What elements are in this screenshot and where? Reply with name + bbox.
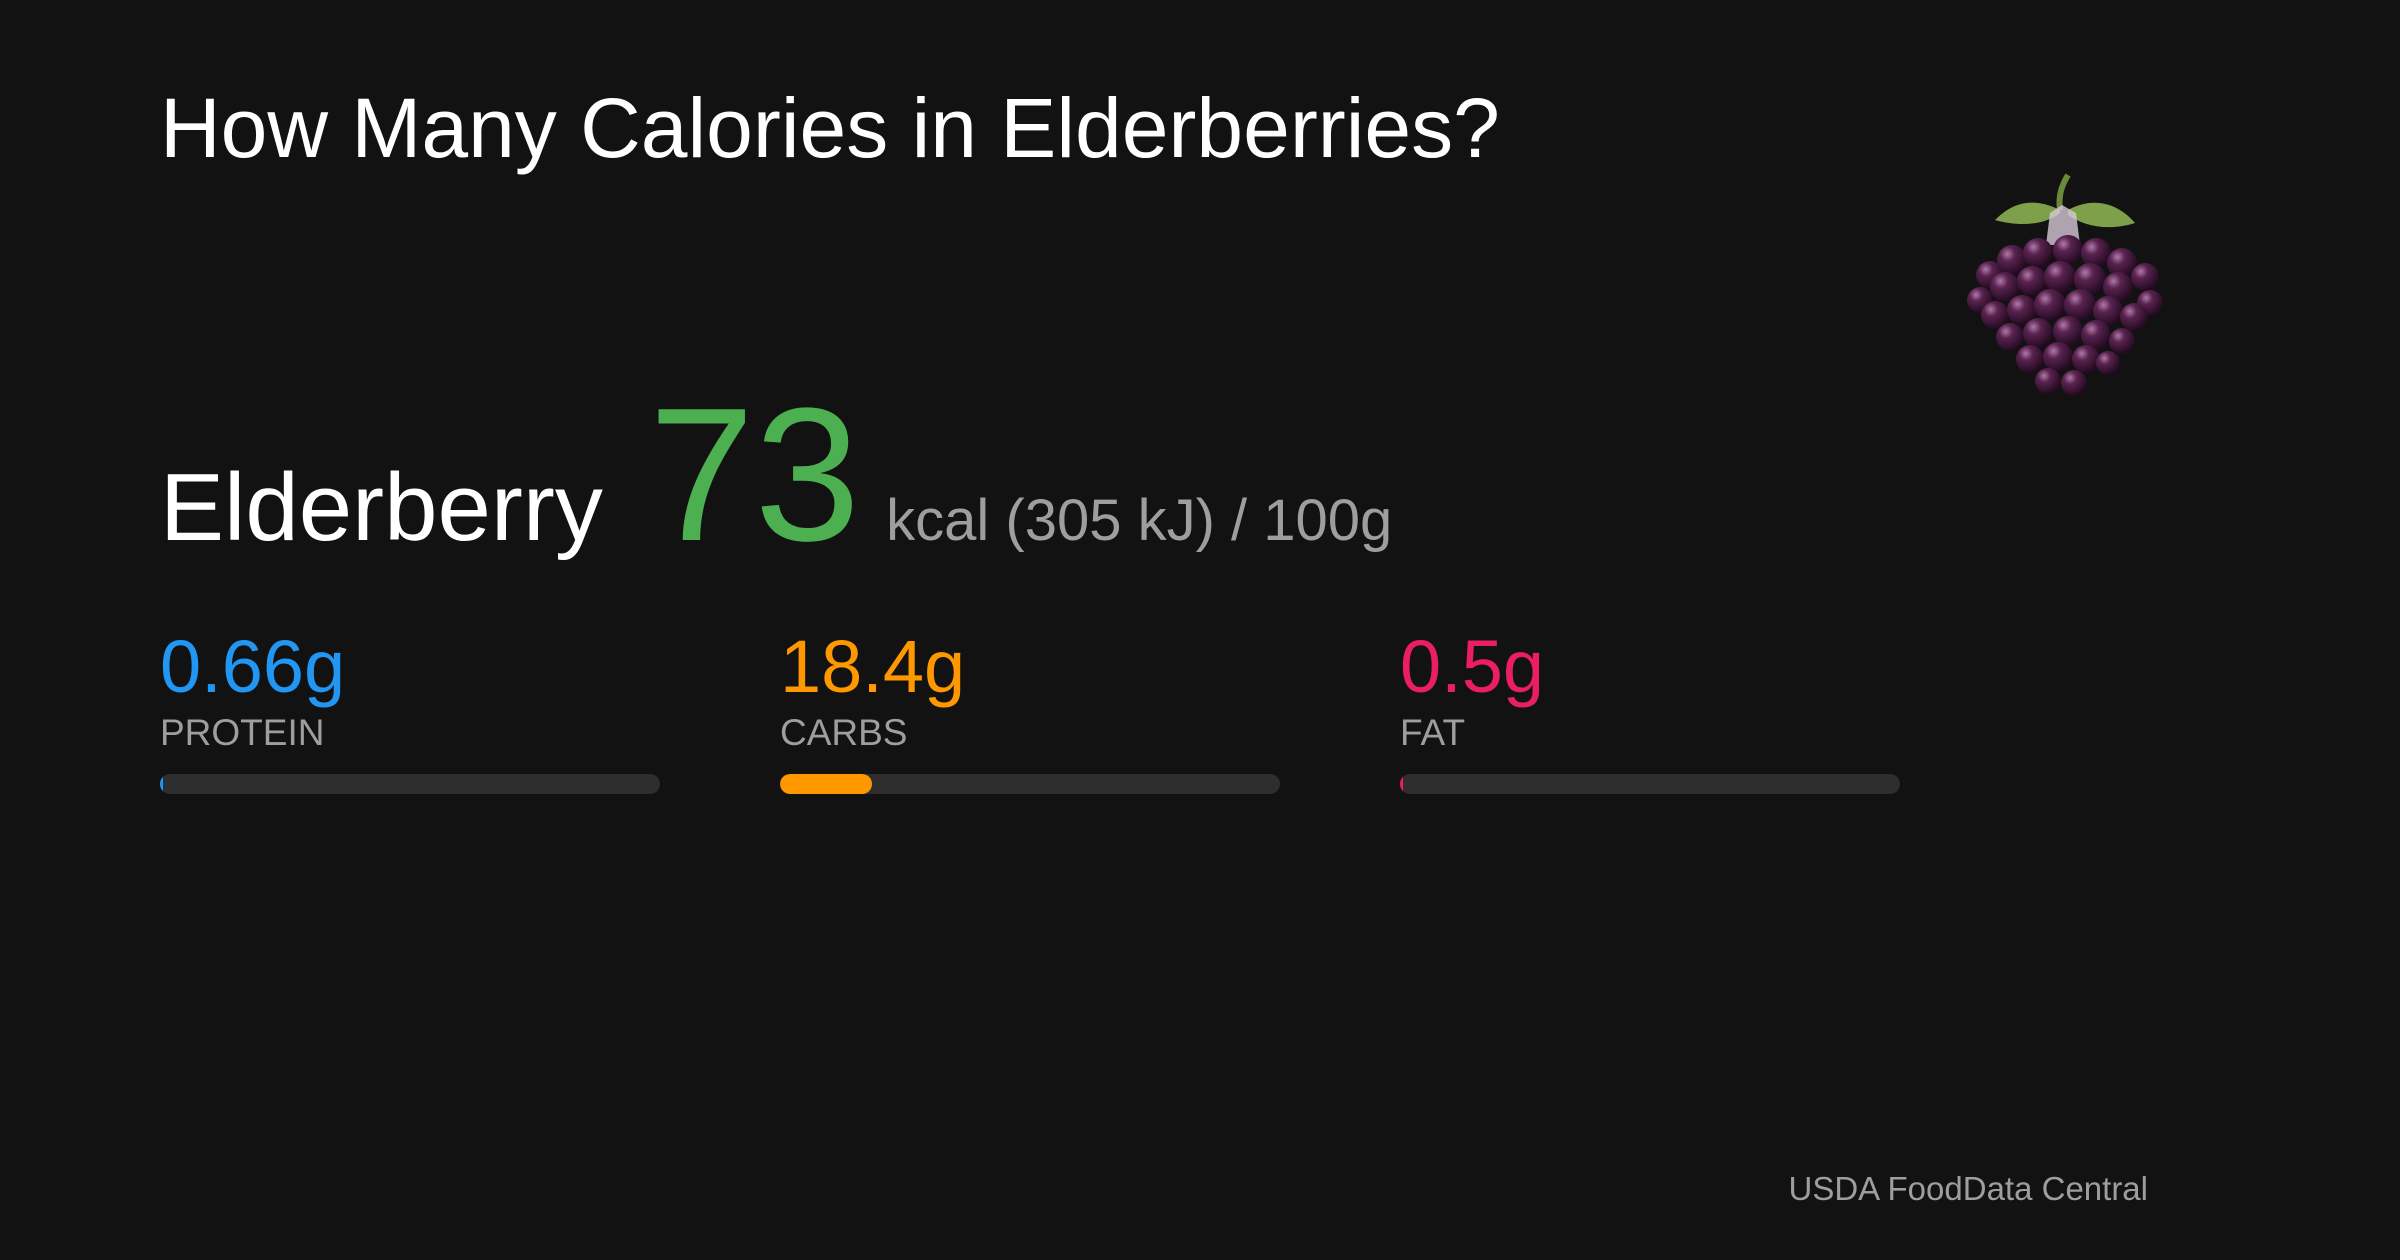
bar-fill xyxy=(160,774,164,794)
bar-fill xyxy=(1400,774,1403,794)
calories: 73 xyxy=(648,369,861,581)
macro-name: PROTEIN xyxy=(160,712,325,753)
macro-name: FAT xyxy=(1400,712,1466,753)
bar-track xyxy=(780,774,1280,794)
macro: 18.4g CARBS xyxy=(780,630,1280,794)
source: USDA FoodData Central xyxy=(1788,1170,2148,1207)
energy-detail: kcal (305 kJ) / 100g xyxy=(886,488,1393,553)
headline: Elderberry 73 kcal (305 kJ) / 100g xyxy=(160,380,1392,570)
macro-value: 0.5g xyxy=(1400,625,1545,708)
macro: 0.66g PROTEIN xyxy=(160,630,660,794)
food-name: Elderberry xyxy=(160,454,603,561)
bar-track xyxy=(1400,774,1900,794)
title: How Many Calories in Elderberries? xyxy=(160,81,1500,175)
macro: 0.5g FAT xyxy=(1400,630,1900,794)
bar-track xyxy=(160,774,660,794)
macro-name: CARBS xyxy=(780,712,908,753)
elderberry-icon xyxy=(1967,173,2163,396)
bar-fill xyxy=(780,774,872,794)
macro-value: 0.66g xyxy=(160,625,346,708)
macro-value: 18.4g xyxy=(780,625,966,708)
